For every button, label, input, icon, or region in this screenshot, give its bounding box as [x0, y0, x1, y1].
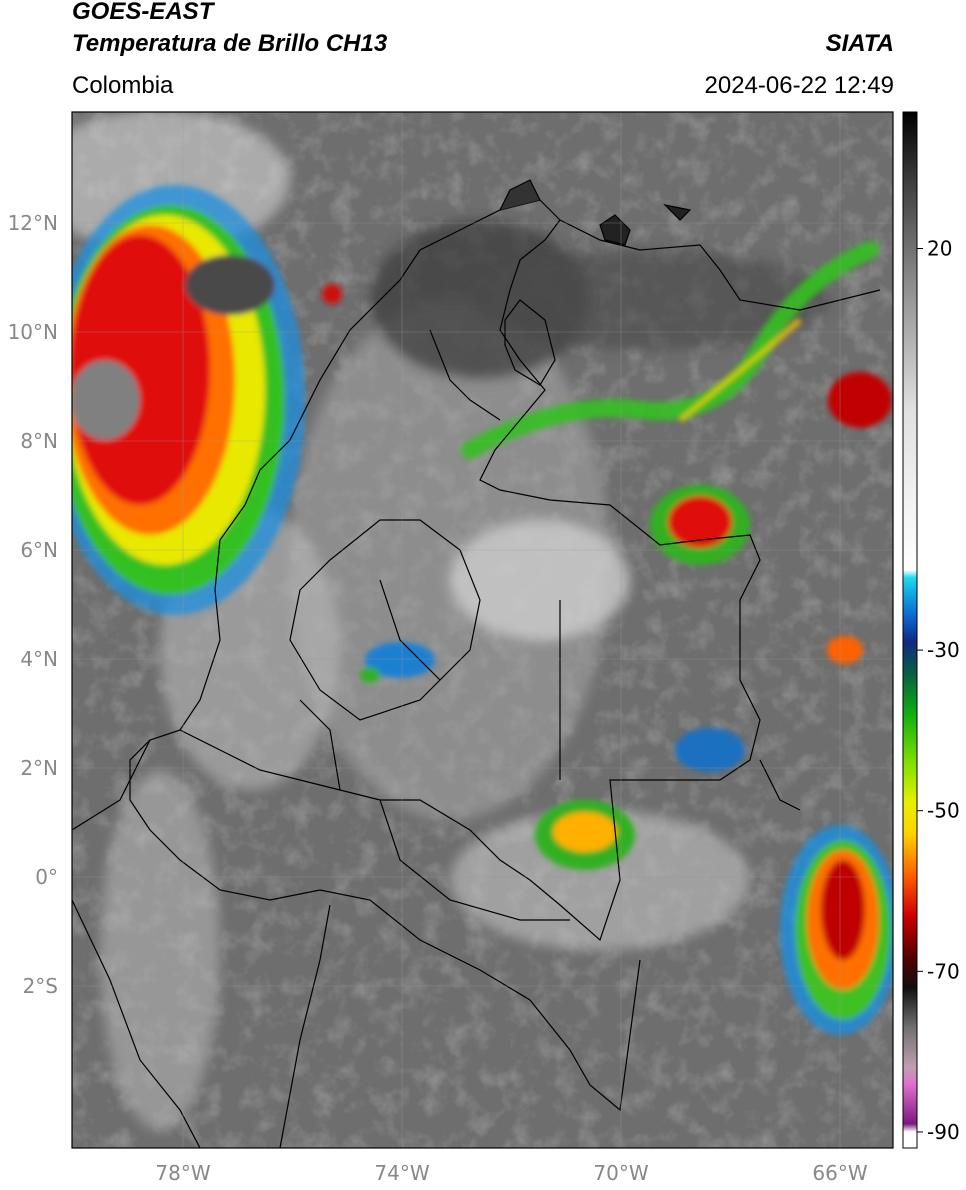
lat-label-8n: 8°N [20, 429, 58, 453]
graticule [72, 112, 893, 1148]
colorbar-tick-label: -30 [927, 638, 960, 662]
colorbar-tick-label: -90 [927, 1120, 960, 1144]
convective-clouds [72, 185, 893, 1035]
lat-label-10n: 10°N [8, 320, 58, 344]
satellite-image [72, 112, 893, 1148]
colorbar: 20 -30 -50 -70 -90 [902, 111, 960, 1149]
organization-label: SIATA [825, 30, 894, 57]
colorbar-tick-label: 20 [927, 237, 952, 261]
colorbar-ticks: 20 -30 -50 -70 -90 [917, 237, 960, 1144]
lon-label-70w: 70°W [593, 1161, 648, 1185]
colorbar-gradient [903, 112, 917, 1148]
colorbar-tick-label: -50 [927, 799, 960, 823]
lon-label-78w: 78°W [155, 1161, 210, 1185]
lat-label-6n: 6°N [20, 538, 58, 562]
lat-label-2n: 2°N [20, 756, 58, 780]
lat-label-12n: 12°N [8, 211, 58, 235]
lat-label-2s: 2°S [23, 974, 58, 998]
latitude-labels: 12°N 10°N 8°N 6°N 4°N 2°N 0° 2°S [8, 211, 58, 998]
product-title: Temperatura de Brillo CH13 [72, 30, 388, 57]
lon-label-74w: 74°W [374, 1161, 429, 1185]
longitude-labels: 78°W 74°W 70°W 66°W [155, 1161, 867, 1185]
region-label: Colombia [72, 72, 174, 99]
lat-label-4n: 4°N [20, 647, 58, 671]
colorbar-tick-label: -70 [927, 959, 960, 983]
datetime-label: 2024-06-22 12:49 [704, 72, 895, 99]
map-frame [71, 111, 894, 1149]
satellite-title: GOES-EAST [72, 0, 214, 25]
lat-label-0: 0° [35, 865, 58, 889]
lon-label-66w: 66°W [812, 1161, 867, 1185]
borders [72, 179, 881, 1148]
